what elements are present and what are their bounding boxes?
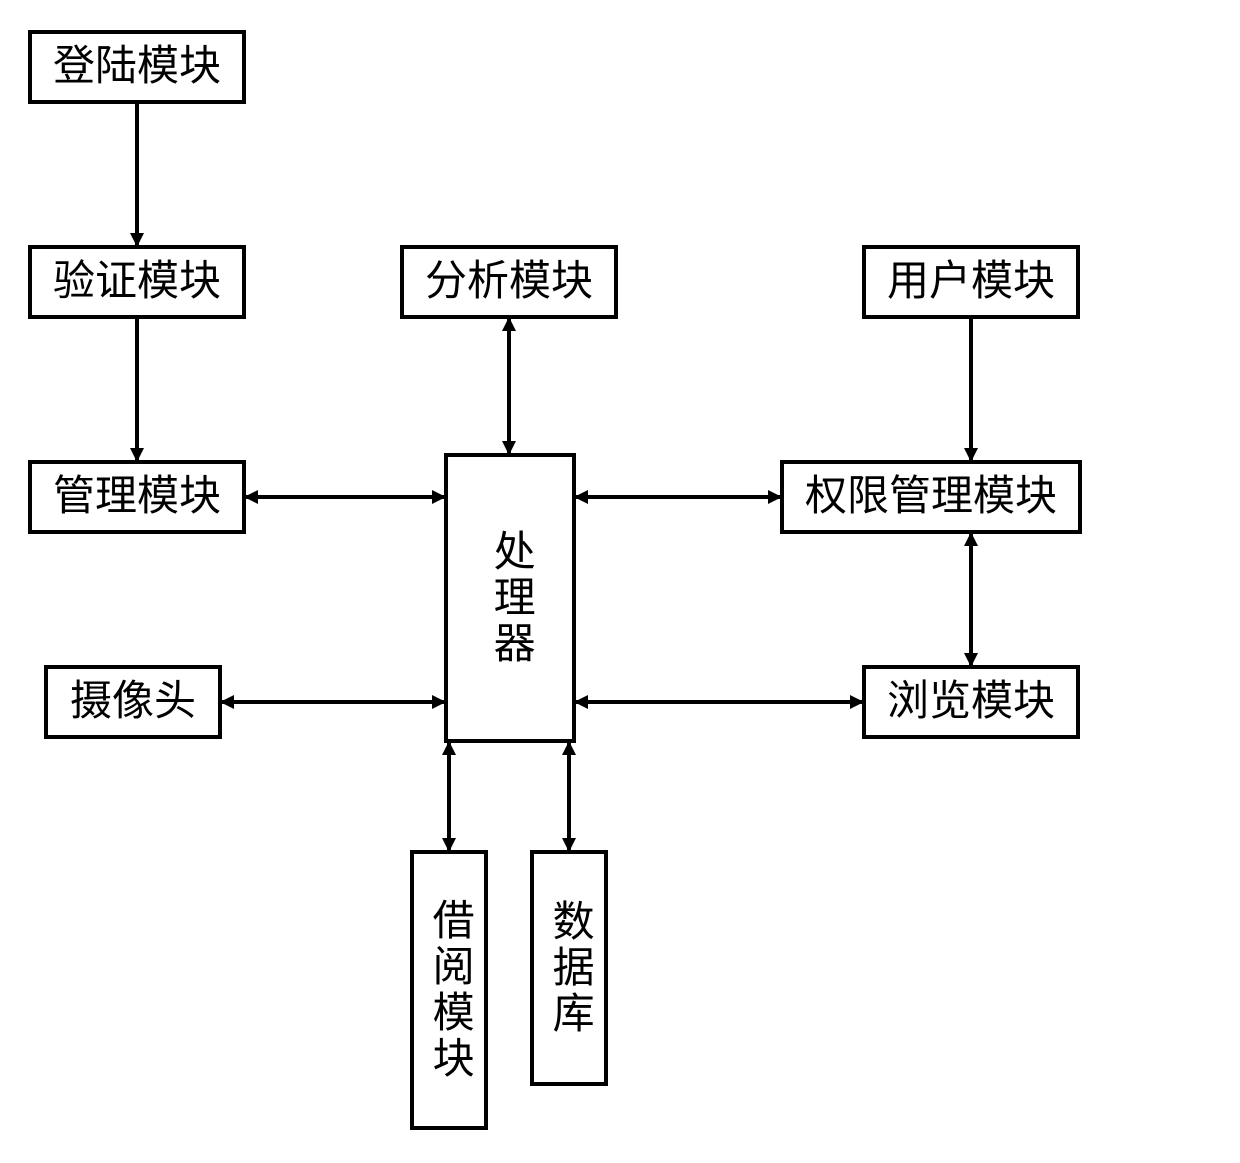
node-login: 登陆模块 bbox=[28, 30, 246, 104]
node-verify-label: 验证模块 bbox=[53, 258, 221, 306]
node-database-label: 数据库 bbox=[545, 899, 593, 1037]
node-processor-label: 处理器 bbox=[486, 529, 534, 667]
node-user: 用户模块 bbox=[862, 245, 1080, 319]
node-manage: 管理模块 bbox=[28, 460, 246, 534]
node-borrow: 借阅模块 bbox=[410, 850, 488, 1130]
node-user-label: 用户模块 bbox=[887, 258, 1055, 306]
node-perm: 权限管理模块 bbox=[780, 460, 1082, 534]
node-browse-label: 浏览模块 bbox=[887, 678, 1055, 726]
node-camera-label: 摄像头 bbox=[70, 678, 196, 726]
edges-svg bbox=[0, 0, 1240, 1163]
node-login-label: 登陆模块 bbox=[53, 43, 221, 91]
node-analyze: 分析模块 bbox=[400, 245, 618, 319]
node-database: 数据库 bbox=[530, 850, 608, 1086]
node-camera: 摄像头 bbox=[44, 665, 222, 739]
node-perm-label: 权限管理模块 bbox=[805, 473, 1057, 521]
node-analyze-label: 分析模块 bbox=[425, 258, 593, 306]
node-browse: 浏览模块 bbox=[862, 665, 1080, 739]
diagram-canvas: 登陆模块 验证模块 管理模块 摄像头 分析模块 处理器 借阅模块 数据库 用户模… bbox=[0, 0, 1240, 1163]
node-verify: 验证模块 bbox=[28, 245, 246, 319]
node-manage-label: 管理模块 bbox=[53, 473, 221, 521]
node-processor: 处理器 bbox=[444, 453, 576, 743]
node-borrow-label: 借阅模块 bbox=[425, 898, 473, 1082]
